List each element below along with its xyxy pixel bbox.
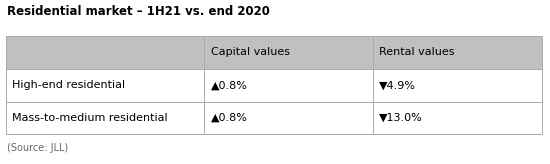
Text: High-end residential: High-end residential <box>12 80 125 90</box>
Bar <box>6 102 542 134</box>
Bar <box>6 69 542 102</box>
Text: (Source: JLL): (Source: JLL) <box>7 143 68 153</box>
Text: Capital values: Capital values <box>211 48 289 57</box>
Text: ▲0.8%: ▲0.8% <box>211 80 248 90</box>
Text: ▲0.8%: ▲0.8% <box>211 113 248 123</box>
Text: ▼4.9%: ▼4.9% <box>379 80 416 90</box>
Text: ▼13.0%: ▼13.0% <box>379 113 423 123</box>
Text: Residential market – 1H21 vs. end 2020: Residential market – 1H21 vs. end 2020 <box>7 5 270 18</box>
Text: Mass-to-medium residential: Mass-to-medium residential <box>12 113 168 123</box>
Bar <box>6 36 542 69</box>
Text: Rental values: Rental values <box>379 48 455 57</box>
